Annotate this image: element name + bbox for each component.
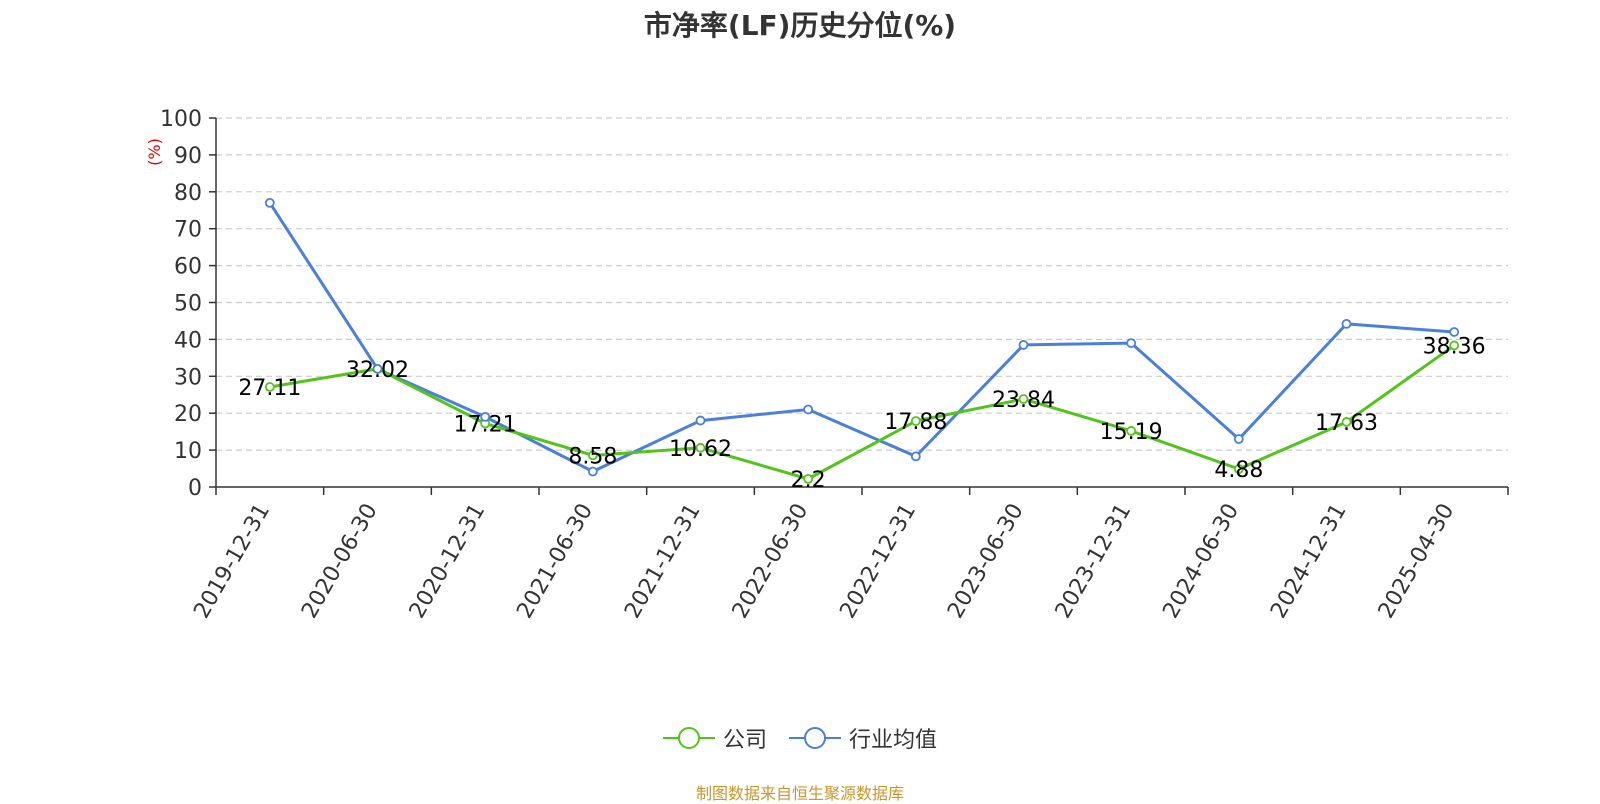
data-point [1126, 338, 1137, 348]
data-point [264, 382, 275, 392]
x-tick-label: 2021-06-30 [512, 500, 598, 623]
x-tick-label: 2022-12-31 [835, 499, 921, 622]
data-label: 23.84 [992, 388, 1055, 413]
x-tick-label: 2021-12-31 [620, 500, 706, 623]
x-tick-label: 2023-06-30 [943, 500, 1029, 623]
data-point [1018, 394, 1029, 404]
x-tick-label: 2024-06-30 [1158, 500, 1244, 623]
data-point [587, 450, 598, 461]
series-line [268, 202, 1455, 474]
data-point [1233, 464, 1244, 474]
legend-swatch-industry-average-icon [789, 727, 841, 749]
x-tick-label: 2020-12-31 [405, 499, 491, 622]
data-point [1449, 340, 1460, 351]
y-tick-label: 10 [174, 439, 202, 464]
y-tick-label: 70 [174, 218, 202, 243]
x-tick-label: 2025-04-30 [1374, 500, 1460, 623]
data-point [695, 442, 706, 453]
y-tick-label: 90 [174, 144, 202, 169]
data-point [1018, 340, 1029, 350]
data-point [803, 473, 814, 484]
y-tick-label: 20 [174, 402, 202, 427]
data-point [480, 411, 491, 422]
data-point [910, 451, 921, 462]
data-point [1126, 426, 1137, 436]
y-tick-label: 80 [174, 181, 202, 206]
data-label: 32.02 [346, 358, 409, 383]
y-tick-label: 40 [174, 328, 202, 353]
data-label: 4.88 [1214, 458, 1263, 483]
legend-label-company: 公司 [722, 728, 767, 753]
data-label: 17.63 [1315, 411, 1378, 436]
data-point [1341, 417, 1352, 427]
data-label: 15.19 [1100, 420, 1163, 445]
chart-title: 市净率(LF)历史分位(%) [643, 9, 957, 42]
data-point [803, 404, 814, 415]
data-label: 17.21 [454, 412, 517, 437]
data-point [910, 416, 921, 426]
data-point [372, 364, 383, 374]
data-label: 10.62 [669, 437, 732, 462]
series-line [269, 344, 1456, 481]
data-label: 38.36 [1423, 334, 1486, 359]
data-point [1341, 319, 1352, 329]
data-point [1233, 434, 1244, 444]
legend: 公司 行业均值 [0, 722, 1600, 754]
x-tick-label: 2022-06-30 [728, 500, 814, 623]
x-tick-label: 2023-12-31 [1051, 500, 1137, 623]
y-axis-label: (%) [145, 138, 164, 166]
x-tick-label: 2020-06-30 [297, 500, 383, 623]
y-tick-label: 30 [174, 365, 202, 390]
y-tick-label: 100 [160, 107, 202, 132]
legend-item-industry-average[interactable]: 行业均值 [789, 722, 937, 754]
data-point [1449, 327, 1460, 337]
data-point [695, 415, 706, 426]
data-label: 27.11 [238, 376, 301, 401]
x-tick-label: 2024-12-31 [1266, 500, 1352, 623]
x-tick-label: 2019-12-31 [189, 500, 275, 623]
y-tick-label: 50 [174, 292, 202, 317]
data-point [264, 197, 275, 208]
data-label: 8.58 [568, 444, 617, 469]
y-tick-label: 0 [188, 476, 202, 501]
data-point [587, 466, 598, 477]
data-label: 17.88 [884, 410, 947, 435]
legend-swatch-company-icon [662, 727, 715, 749]
y-tick-label: 60 [174, 255, 202, 280]
data-source-note: 制图数据来自恒生聚源数据库 [695, 784, 904, 803]
data-label: 2.2 [791, 468, 826, 493]
legend-item-company[interactable]: 公司 [662, 722, 767, 754]
legend-label-industry-average: 行业均值 [849, 728, 938, 753]
